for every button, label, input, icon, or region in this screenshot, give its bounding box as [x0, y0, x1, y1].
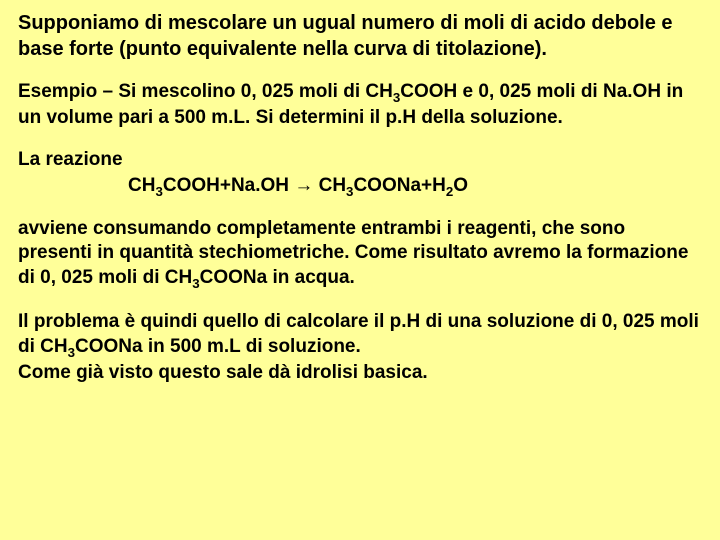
- example-paragraph: Esempio – Si mescolino 0, 025 moli di CH…: [18, 80, 702, 131]
- example-prefix: Esempio – Si mescolino 0, 025 moli di CH: [18, 81, 393, 102]
- eq-lhs-pre: CH: [128, 175, 155, 196]
- intro-paragraph: Supponiamo di mescolare un ugual numero …: [18, 10, 702, 62]
- conclusion-post: COONa in 500 m.L di soluzione.: [75, 336, 361, 357]
- explanation-paragraph: avviene consumando completamente entramb…: [18, 217, 702, 292]
- conclusion-paragraph: Il problema è quindi quello di calcolare…: [18, 310, 702, 385]
- arrow-icon: →: [294, 175, 313, 196]
- eq-lhs-sub1: 3: [155, 184, 162, 199]
- eq-lhs-mid: COOH+Na.OH: [163, 175, 294, 196]
- eq-rhs-end: O: [453, 175, 468, 196]
- explanation-post: COONa in acqua.: [200, 267, 355, 288]
- conclusion-sub1: 3: [68, 345, 75, 360]
- conclusion-line2: Come già visto questo sale dà idrolisi b…: [18, 362, 428, 383]
- explanation-sub1: 3: [192, 276, 199, 291]
- eq-rhs-pre: CH: [313, 175, 346, 196]
- intro-text: Supponiamo di mescolare un ugual numero …: [18, 12, 673, 60]
- reaction-equation: CH3COOH+Na.OH → CH3COONa+H2O: [18, 175, 702, 199]
- eq-rhs-mid: COONa+H: [353, 175, 445, 196]
- reaction-label: La reazione: [18, 149, 702, 171]
